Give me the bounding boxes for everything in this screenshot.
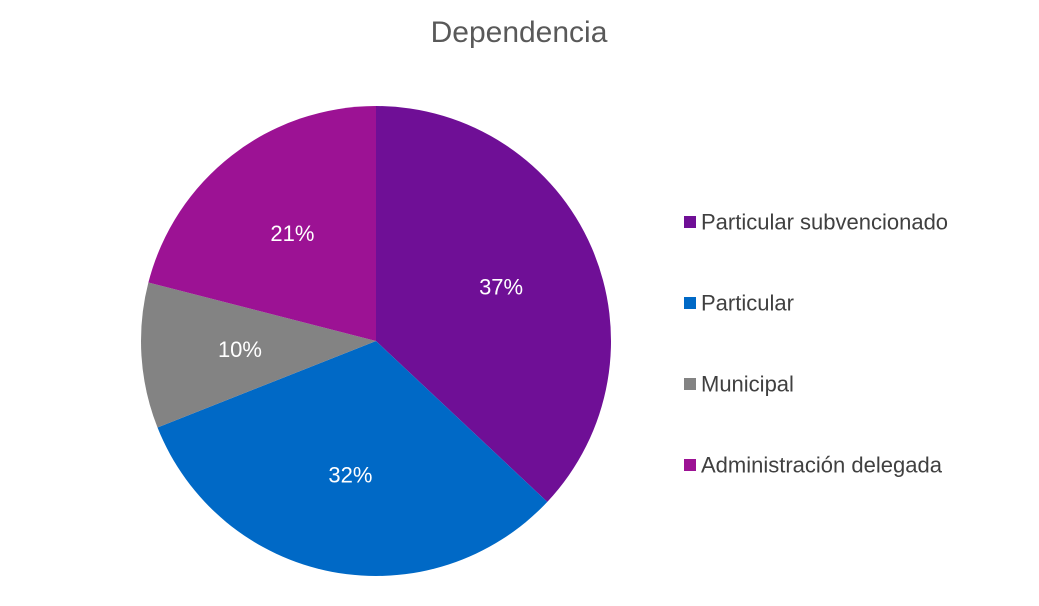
chart-title: Dependencia <box>431 16 608 49</box>
pie-slice-particular-subvencionado <box>376 106 611 502</box>
data-label-administracion-delegada: 21% <box>270 221 314 246</box>
pie-slice-municipal <box>140 282 376 428</box>
legend: Particular subvencionado Particular Munici… <box>684 210 948 478</box>
pie-slice-administracion-delegada <box>148 106 376 341</box>
legend-swatch <box>684 216 696 228</box>
legend-label: Administración delegada <box>701 453 943 478</box>
legend-label: Particular <box>701 291 794 316</box>
pie-data-labels: 37% 32% 10% 21% <box>218 221 523 488</box>
legend-swatch <box>684 378 696 390</box>
data-label-particular-subvencionado: 37% <box>479 274 523 299</box>
legend-item-municipal: Municipal <box>684 372 794 397</box>
legend-label: Particular subvencionado <box>701 210 948 235</box>
legend-item-particular: Particular <box>684 291 794 316</box>
pie-slice-particular <box>157 341 548 576</box>
legend-label: Municipal <box>701 372 794 397</box>
data-label-particular: 32% <box>328 462 372 487</box>
legend-swatch <box>684 459 696 471</box>
pie-slices <box>140 106 611 576</box>
legend-item-administracion-delegada: Administración delegada <box>684 453 943 478</box>
data-label-municipal: 10% <box>218 337 262 362</box>
legend-swatch <box>684 297 696 309</box>
legend-item-particular-subvencionado: Particular subvencionado <box>684 210 948 235</box>
